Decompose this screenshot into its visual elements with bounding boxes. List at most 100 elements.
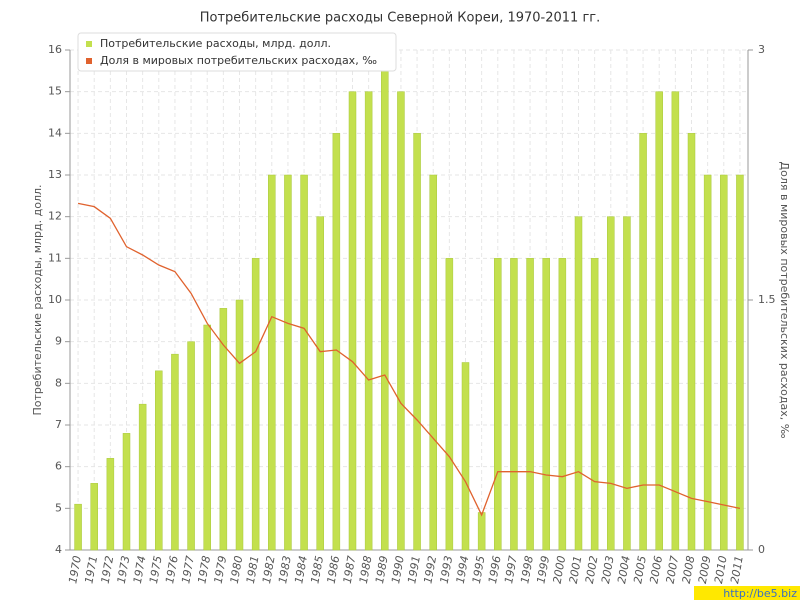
bar <box>348 91 357 551</box>
legend-box <box>77 32 397 72</box>
legend-swatch <box>86 41 92 47</box>
bar <box>284 174 292 551</box>
bar <box>316 216 324 551</box>
bar <box>461 362 470 551</box>
bar <box>381 70 389 551</box>
x-tick-label: 1975 <box>147 555 165 585</box>
x-tick-label: 2007 <box>664 555 682 585</box>
y-axis-label: Потребительские расходы, млрд. долл. <box>31 185 44 416</box>
x-tick-label: 1996 <box>486 555 504 585</box>
legend-label: Доля в мировых потребительских расходах,… <box>100 54 377 67</box>
x-tick-label: 1998 <box>518 555 536 585</box>
x-tick-label: 2011 <box>728 555 746 585</box>
x-tick-label: 2003 <box>599 555 617 585</box>
x-tick-label: 2008 <box>680 555 698 585</box>
x-tick-label: 1990 <box>389 555 407 585</box>
bar <box>74 503 82 551</box>
y2-axis-label: Доля в мировых потребительских расходах,… <box>778 162 791 439</box>
x-tick-label: 1988 <box>357 555 375 585</box>
x-tick-label: 1992 <box>421 555 439 585</box>
y2-tick-label: 1.5 <box>758 293 776 306</box>
x-tick-label: 2004 <box>615 555 633 585</box>
x-tick-label: 1986 <box>325 555 343 585</box>
y-tick-label: 8 <box>55 376 62 389</box>
bar <box>542 258 550 551</box>
x-tick-label: 1991 <box>405 555 423 585</box>
bar <box>720 174 728 551</box>
x-tick-label: 1987 <box>341 555 359 585</box>
bar <box>607 216 615 551</box>
bar <box>574 216 583 551</box>
y-tick-label: 6 <box>55 460 62 473</box>
bar <box>687 133 696 551</box>
y-tick-label: 13 <box>48 168 62 181</box>
bar <box>332 133 341 551</box>
x-tick-label: 2010 <box>712 555 730 585</box>
bar <box>526 258 534 551</box>
x-tick-label: 1973 <box>115 555 133 585</box>
y-tick-label: 4 <box>55 543 62 556</box>
x-tick-label: 1985 <box>308 555 326 585</box>
bar <box>558 258 567 551</box>
x-tick-label: 1979 <box>212 555 230 585</box>
x-tick-label: 1982 <box>260 555 278 585</box>
y2-tick-label: 0 <box>758 543 765 556</box>
x-tick-label: 2000 <box>551 555 569 585</box>
bar <box>171 353 179 551</box>
bar <box>510 258 518 551</box>
x-tick-label: 1980 <box>228 555 246 585</box>
x-tick-label: 1994 <box>454 555 472 585</box>
legend-swatch <box>86 58 92 64</box>
bar <box>138 403 147 551</box>
bar <box>155 370 163 551</box>
bar <box>268 174 276 551</box>
bar <box>703 174 712 551</box>
y-tick-label: 5 <box>55 501 62 514</box>
bar <box>477 512 486 551</box>
y-tick-label: 15 <box>48 85 62 98</box>
x-tick-label: 1995 <box>470 555 488 585</box>
x-tick-label: 2001 <box>567 555 585 585</box>
x-tick-label: 1976 <box>163 555 181 585</box>
bar <box>300 174 308 551</box>
bar <box>122 433 131 551</box>
x-tick-label: 2005 <box>631 555 649 585</box>
bar <box>251 258 260 551</box>
x-tick-label: 1971 <box>82 555 100 585</box>
bar <box>494 258 502 551</box>
x-tick-label: 1983 <box>276 555 294 585</box>
bar <box>90 483 98 551</box>
bar <box>219 308 228 551</box>
watermark: http://be5.biz <box>723 587 797 600</box>
x-tick-label: 1977 <box>179 555 197 585</box>
y-tick-label: 7 <box>55 418 62 431</box>
chart-title: Потребительские расходы Северной Кореи, … <box>200 11 601 26</box>
bar <box>639 133 647 551</box>
y-tick-label: 10 <box>48 293 62 306</box>
x-tick-label: 1984 <box>292 555 310 585</box>
y-tick-label: 11 <box>48 251 62 264</box>
bar <box>364 91 373 551</box>
x-tick-label: 1978 <box>195 555 213 585</box>
x-tick-label: 1974 <box>131 555 149 585</box>
bar <box>655 91 663 551</box>
bar <box>590 258 599 551</box>
bar <box>413 133 421 551</box>
bar <box>235 299 244 551</box>
y-tick-label: 9 <box>55 335 62 348</box>
x-tick-label: 1999 <box>534 555 552 585</box>
bar <box>187 341 195 551</box>
y-tick-label: 16 <box>48 43 62 56</box>
x-tick-label: 1989 <box>373 555 391 585</box>
x-tick-label: 2009 <box>696 555 714 585</box>
line <box>77 202 741 517</box>
x-tick-label: 1993 <box>438 555 456 585</box>
y-tick-label: 14 <box>48 126 62 139</box>
y2-tick-label: 3 <box>758 43 765 56</box>
x-tick-label: 1972 <box>99 555 117 585</box>
x-tick-label: 2002 <box>583 555 601 585</box>
x-tick-label: 1997 <box>502 555 520 585</box>
bar <box>397 91 405 551</box>
